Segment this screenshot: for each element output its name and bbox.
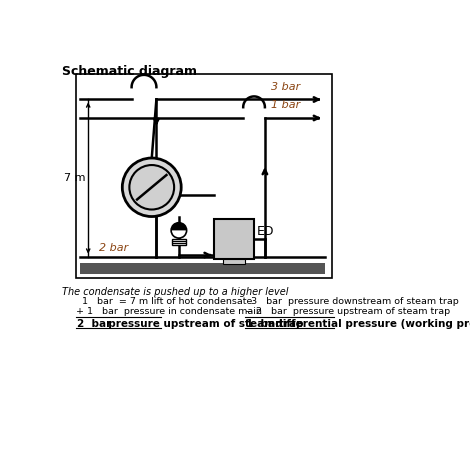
Text: 1  bar: 1 bar [246,319,281,329]
Text: 1 bar: 1 bar [271,100,300,110]
Text: + 1   bar  pressure in condensate main: + 1 bar pressure in condensate main [76,308,262,316]
Bar [214,219,254,259]
Bar [223,259,245,264]
Text: 3   bar  pressure downstream of steam trap: 3 bar pressure downstream of steam trap [245,298,459,306]
Text: 2 bar: 2 bar [99,243,128,253]
Text: ED: ED [257,225,274,238]
Text: 3 bar: 3 bar [271,82,300,92]
Text: 2  bar: 2 bar [78,319,111,329]
Text: pressure upstream of steam trap: pressure upstream of steam trap [102,319,304,329]
Wedge shape [171,223,187,230]
Bar [80,263,325,274]
Text: 7 m: 7 m [63,173,85,183]
Text: Schematic diagram: Schematic diagram [62,65,197,78]
Circle shape [171,223,187,238]
Text: The condensate is pushed up to a higher level: The condensate is pushed up to a higher … [62,287,289,298]
Text: 1   bar  = 7 m lift of hot condensate: 1 bar = 7 m lift of hot condensate [76,298,252,306]
Circle shape [129,165,174,209]
Bar [76,74,331,278]
Text: − 2   bar  pressure upstream of steam trap: − 2 bar pressure upstream of steam trap [245,308,450,316]
Bar [172,239,186,245]
Circle shape [122,158,181,217]
Text: differential pressure (working pressure): differential pressure (working pressure) [268,319,470,329]
